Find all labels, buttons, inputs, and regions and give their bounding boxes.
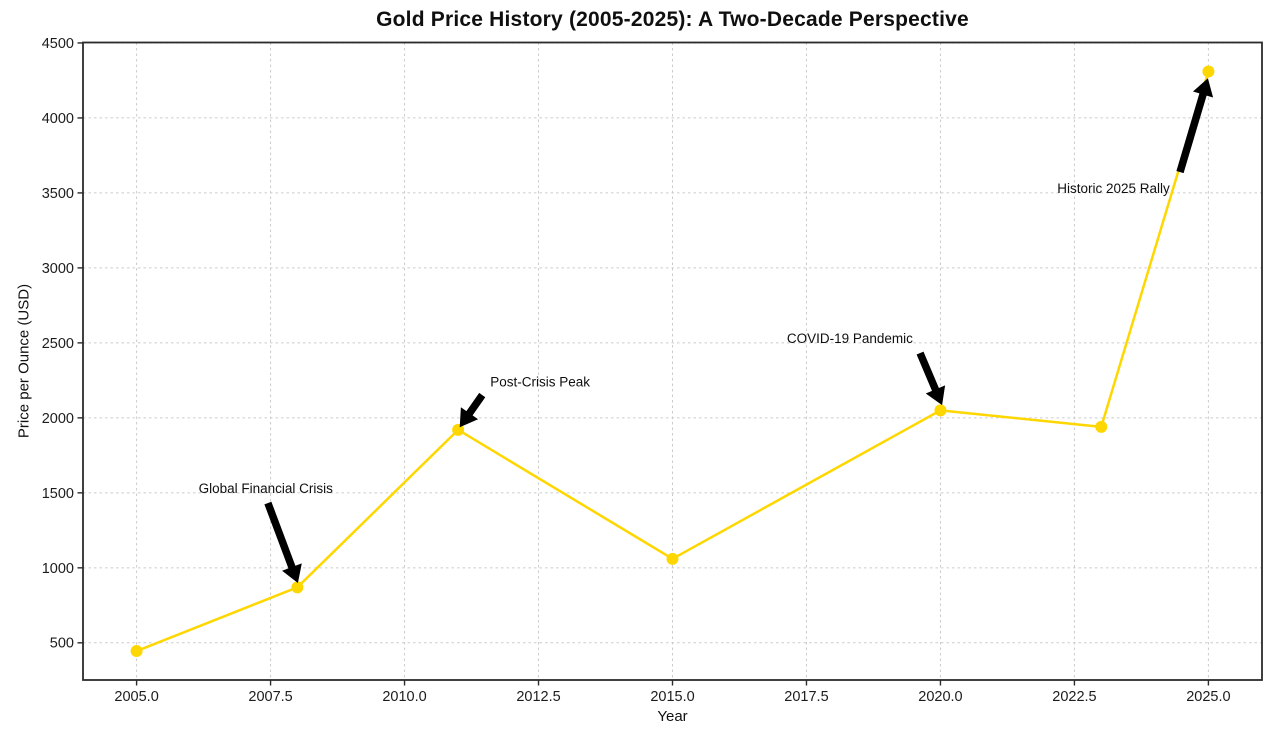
x-tick-label: 2007.5 bbox=[248, 689, 292, 705]
x-axis-label: Year bbox=[657, 708, 688, 725]
data-point-2011 bbox=[452, 423, 465, 436]
annotation-text: Post-Crisis Peak bbox=[490, 375, 590, 390]
y-tick-label: 1500 bbox=[42, 486, 74, 502]
annotation-arrow bbox=[264, 501, 302, 583]
y-tick-label: 3500 bbox=[42, 186, 74, 202]
x-tick-label: 2025.0 bbox=[1186, 689, 1230, 705]
annotation-text: Historic 2025 Rally bbox=[1057, 181, 1170, 196]
chart-title: Gold Price History (2005-2025): A Two-De… bbox=[376, 8, 969, 31]
gridlines bbox=[83, 42, 1262, 680]
y-tick-label: 1000 bbox=[42, 561, 74, 577]
x-tick-label: 2020.0 bbox=[918, 689, 962, 705]
x-tick-label: 2015.0 bbox=[650, 689, 694, 705]
annotation-arrow bbox=[459, 392, 486, 428]
x-tick-label: 2017.5 bbox=[784, 689, 828, 705]
x-tick-label: 2005.0 bbox=[114, 689, 158, 705]
data-point-2005 bbox=[130, 645, 143, 658]
y-tick-label: 4500 bbox=[42, 36, 74, 52]
y-tick-label: 3000 bbox=[42, 261, 74, 277]
data-point-2023 bbox=[1095, 420, 1108, 433]
data-point-2008 bbox=[291, 581, 304, 594]
data-markers bbox=[130, 65, 1215, 658]
data-point-2015 bbox=[666, 552, 679, 565]
axis-ticks: 2005.0 2007.5 2010.0 2012.5 2015.0 2017.5 2020… bbox=[42, 36, 1231, 705]
data-point-2025 bbox=[1202, 65, 1215, 78]
x-tick-label: 2012.5 bbox=[516, 689, 560, 705]
annotations: Global Financial Crisis Post-Crisis Peak C… bbox=[199, 78, 1214, 583]
annotation-text: Global Financial Crisis bbox=[199, 481, 334, 496]
annotation-arrow bbox=[1176, 78, 1214, 174]
y-axis-label: Price per Ounce (USD) bbox=[15, 283, 33, 439]
y-tick-label: 2000 bbox=[42, 411, 74, 427]
y-tick-label: 500 bbox=[50, 636, 74, 652]
x-tick-label: 2010.0 bbox=[382, 689, 426, 705]
annotation-arrow bbox=[916, 351, 946, 406]
y-tick-label: 2500 bbox=[42, 336, 74, 352]
y-tick-label: 4000 bbox=[42, 111, 74, 127]
data-point-2020 bbox=[934, 404, 947, 417]
annotation-text: COVID-19 Pandemic bbox=[787, 331, 913, 346]
x-tick-label: 2022.5 bbox=[1052, 689, 1096, 705]
